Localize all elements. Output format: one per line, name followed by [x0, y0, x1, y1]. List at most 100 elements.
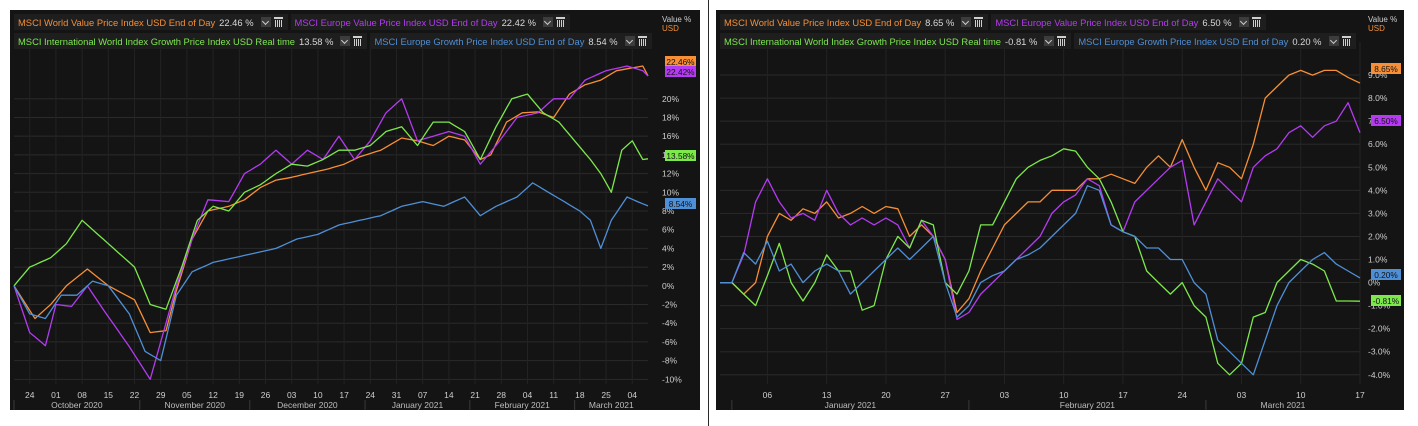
x-tick-label: 12: [208, 390, 218, 400]
legend-series-name: MSCI Europe Growth Price Index USD End o…: [374, 35, 585, 47]
legend-item-europe-value[interactable]: MSCI Europe Value Price Index USD End of…: [290, 14, 570, 30]
chart-right[interactable]: -4.0%-3.0%-2.0%-1.0%0%1.0%2.0%3.0%4.0%5.…: [716, 10, 1404, 410]
price-tag-label: 6.50%: [1374, 116, 1398, 126]
price-tag-label: 22.42%: [666, 67, 695, 77]
month-label: December 2020: [277, 400, 338, 410]
legend-series-value: 6.50 %: [1202, 16, 1232, 28]
y-tick-label: 9.0%: [1368, 70, 1388, 80]
chevron-down-icon[interactable]: [961, 17, 972, 27]
legend-row: MSCI International World Index Growth Pr…: [14, 33, 660, 51]
y-tick-label: -6%: [662, 337, 678, 347]
y-tick-label: 0%: [662, 281, 675, 291]
y-tick-label: 2%: [662, 262, 675, 272]
series-line-3: [13, 182, 649, 362]
legend-item-europe-value[interactable]: MSCI Europe Value Price Index USD End of…: [991, 14, 1266, 30]
legend-item-intl-growth[interactable]: MSCI International World Index Growth Pr…: [720, 33, 1072, 49]
legend-item-europe-growth[interactable]: MSCI Europe Growth Price Index USD End o…: [1074, 33, 1356, 49]
y-tick-label: -8%: [662, 356, 678, 366]
x-tick-label: 06: [763, 390, 773, 400]
y-tick-label: 2.0%: [1368, 231, 1388, 241]
price-tag: [1371, 295, 1401, 306]
y-tick-label: -4%: [662, 318, 678, 328]
legend-item-intl-growth[interactable]: MSCI International World Index Growth Pr…: [14, 33, 368, 49]
month-label: November 2020: [165, 400, 226, 410]
legend-series-name: MSCI Europe Value Price Index USD End of…: [995, 16, 1199, 28]
y-tick-label: 3.0%: [1368, 208, 1388, 218]
x-tick-label: 01: [51, 390, 61, 400]
trash-icon[interactable]: [273, 17, 283, 27]
legend-series-value: 0.20 %: [1292, 35, 1322, 47]
x-tick-label: 07: [418, 390, 428, 400]
y-tick-label: 18%: [662, 112, 679, 122]
chevron-down-icon[interactable]: [1044, 36, 1055, 46]
series-line-2: [13, 93, 649, 310]
chevron-down-icon[interactable]: [1238, 17, 1249, 27]
legend-series-name: MSCI International World Index Growth Pr…: [724, 35, 1002, 47]
price-tag-label: 22.46%: [666, 57, 695, 67]
chevron-down-icon[interactable]: [1328, 36, 1339, 46]
month-label: January 2021: [392, 400, 444, 410]
price-tag: [665, 56, 696, 67]
x-tick-label: 19: [235, 390, 245, 400]
trash-icon[interactable]: [1251, 17, 1261, 27]
chevron-down-icon[interactable]: [260, 17, 271, 27]
y-tick-label: -4.0%: [1368, 370, 1391, 380]
x-tick-label: 28: [497, 390, 507, 400]
y-tick-label: 5.0%: [1368, 162, 1388, 172]
y-tick-label: 16%: [662, 131, 679, 141]
y-tick-label: 4.0%: [1368, 185, 1388, 195]
legend-item-world-value[interactable]: MSCI World Value Price Index USD End of …: [720, 14, 989, 30]
legend-series-value: 22.46 %: [219, 16, 254, 28]
x-tick-label: 10: [1296, 390, 1306, 400]
x-tick-label: 26: [261, 390, 271, 400]
legend-series-value: 22.42 %: [501, 16, 536, 28]
y-tick-label: -3.0%: [1368, 347, 1391, 357]
price-tag: [1371, 269, 1401, 280]
month-label: March 2021: [589, 400, 634, 410]
series-line-1: [13, 65, 649, 380]
x-tick-label: 13: [822, 390, 832, 400]
x-tick-label: 05: [182, 390, 192, 400]
chevron-down-icon[interactable]: [543, 17, 553, 27]
legend-series-value: 8.54 %: [588, 35, 618, 47]
x-tick-label: 17: [1355, 390, 1365, 400]
x-tick-label: 22: [130, 390, 140, 400]
legend-row: MSCI World Value Price Index USD End of …: [720, 14, 1364, 32]
trash-icon[interactable]: [556, 17, 565, 27]
y-tick-label: 4%: [662, 243, 675, 253]
month-label: February 2021: [495, 400, 551, 410]
x-tick-label: 20: [881, 390, 891, 400]
trash-icon[interactable]: [974, 17, 984, 27]
x-tick-label: 24: [366, 390, 376, 400]
legend-right: MSCI World Value Price Index USD End of …: [720, 14, 1364, 52]
chevron-down-icon[interactable]: [624, 36, 635, 46]
x-tick-label: 14: [444, 390, 454, 400]
x-tick-label: 04: [523, 390, 533, 400]
y-tick-label: -10%: [662, 374, 682, 384]
x-tick-label: 03: [1237, 390, 1247, 400]
price-tag-label: 13.58%: [666, 151, 695, 161]
series-line-3: [720, 185, 1361, 376]
series-line-0: [720, 69, 1361, 314]
chart-left[interactable]: -10%-8%-6%-4%-2%0%2%4%6%8%10%12%14%16%18…: [10, 10, 700, 410]
y-tick-label: 1.0%: [1368, 255, 1388, 265]
chart-panel-left: -10%-8%-6%-4%-2%0%2%4%6%8%10%12%14%16%18…: [10, 10, 700, 410]
price-tag: [665, 66, 696, 77]
y-tick-label: 6%: [662, 225, 675, 235]
legend-row: MSCI World Value Price Index USD End of …: [14, 14, 660, 32]
legend-series-value: 8.65 %: [925, 16, 955, 28]
x-tick-label: 25: [601, 390, 611, 400]
trash-icon[interactable]: [1341, 36, 1351, 46]
price-tag: [665, 150, 696, 161]
legend-item-europe-growth[interactable]: MSCI Europe Growth Price Index USD End o…: [370, 33, 652, 49]
y-tick-label: 0%: [1368, 278, 1381, 288]
x-tick-label: 24: [25, 390, 35, 400]
trash-icon[interactable]: [353, 36, 363, 46]
trash-icon[interactable]: [1057, 36, 1067, 46]
y-tick-label: 20%: [662, 94, 679, 104]
trash-icon[interactable]: [637, 36, 647, 46]
x-tick-label: 21: [470, 390, 480, 400]
x-tick-label: 10: [1059, 390, 1069, 400]
legend-item-world-value[interactable]: MSCI World Value Price Index USD End of …: [14, 14, 288, 30]
chevron-down-icon[interactable]: [340, 36, 351, 46]
